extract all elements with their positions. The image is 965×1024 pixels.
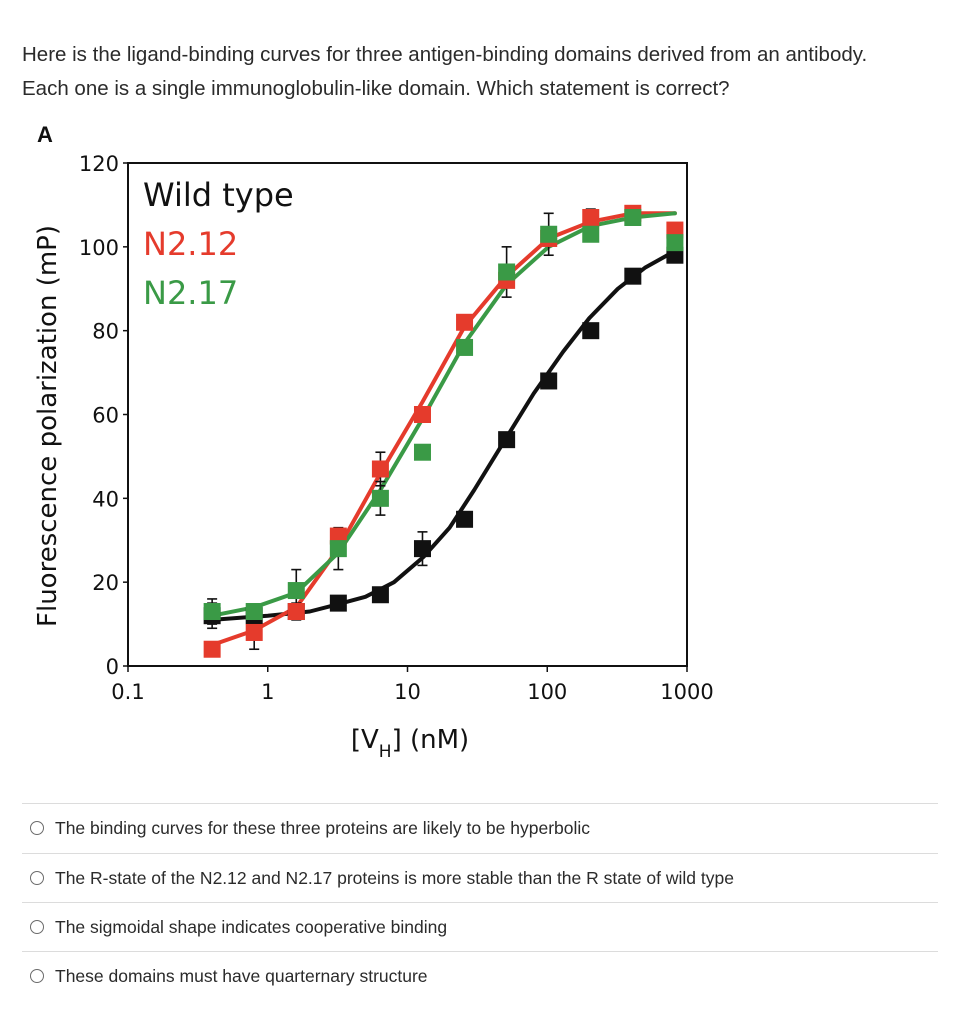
data-point-wild-type [371,586,389,604]
answer-option-2[interactable]: The R-state of the N2.12 and N2.17 prote… [22,853,938,902]
curve-wild-type [210,249,677,622]
y-tick-label: 100 [79,236,119,260]
fitted-curves [210,211,677,647]
answer-option-2-label: The R-state of the N2.12 and N2.17 prote… [55,867,734,888]
data-point-n2-17 [203,603,221,621]
answer-option-3[interactable]: The sigmoidal shape indicates cooperativ… [22,902,938,951]
y-tick-label: 120 [79,152,119,176]
x-axis-label-subscript: H [379,742,392,762]
y-axis-label: Fluorescence polarization (mP) [33,225,63,627]
data-point-wild-type [413,540,431,558]
curve-n2-12 [210,211,677,647]
x-axis-label: [VH] (nM) [351,725,469,762]
answer-option-4[interactable]: These domains must have quarternary stru… [22,951,938,1000]
radio-button-2[interactable] [30,871,44,885]
x-tick-label: 0.1 [111,680,144,704]
x-axis-label-main: [V [351,725,379,755]
question-line-1: Here is the ligand-binding curves for th… [22,43,868,66]
legend-entry-n2-17: N2.17 [143,274,238,312]
question-line-2: Each one is a single immunoglobulin-like… [22,77,730,100]
y-tick-label: 60 [92,404,119,428]
data-point-n2-12 [371,460,389,478]
data-point-wild-type [498,431,516,449]
answer-option-1-label: The binding curves for these three prote… [55,817,591,838]
data-point-n2-17 [245,603,263,621]
y-tick-label: 80 [92,320,119,344]
y-tick-label: 40 [92,487,119,511]
data-point-n2-12 [245,623,263,641]
data-point-n2-17 [329,540,347,558]
panel-label: A [37,122,53,147]
x-axis-ticks: 0.1 1 10 100 1000 [111,666,714,704]
data-point-n2-12 [203,640,221,658]
data-point-n2-17 [540,225,558,243]
x-tick-label: 1000 [660,680,713,704]
legend: Wild type N2.12 N2.17 [143,176,294,312]
y-tick-label: 0 [106,655,119,679]
y-tick-label: 20 [92,571,119,595]
data-point-n2-17 [287,582,305,600]
answer-option-4-label: These domains must have quarternary stru… [55,965,428,986]
radio-button-1[interactable] [30,821,44,835]
data-point-n2-17 [456,338,474,356]
data-point-n2-17 [413,443,431,461]
data-point-n2-17 [498,263,516,281]
x-tick-label: 100 [527,680,567,704]
binding-curves-chart: A Fluorescence polarization (mP) 0 20 40 60… [33,122,714,762]
legend-entry-n2-12: N2.12 [143,225,238,263]
data-point-n2-12 [287,603,305,621]
data-point-wild-type [540,372,558,390]
data-point-n2-17 [666,234,684,252]
radio-button-4[interactable] [30,969,44,983]
x-tick-label: 1 [261,680,274,704]
x-axis-label-end: ] (nM) [392,725,470,755]
question-text: Here is the ligand-binding curves for th… [22,38,952,106]
data-point-n2-12 [582,208,600,226]
answer-option-3-label: The sigmoidal shape indicates cooperativ… [55,916,448,937]
x-tick-label: 10 [394,680,421,704]
y-axis-ticks: 0 20 40 60 80 100 120 [79,152,128,679]
answer-option-1[interactable]: The binding curves for these three prote… [22,803,938,852]
data-point-wild-type [624,267,642,285]
data-point-n2-17 [582,225,600,243]
data-point-n2-17 [371,489,389,507]
data-point-wild-type [456,510,474,528]
legend-entry-wild-type: Wild type [143,176,294,214]
curve-n2-17 [210,211,677,618]
error-bars [207,208,638,651]
data-point-n2-12 [456,313,474,331]
data-point-wild-type [329,594,347,612]
data-point-wild-type [582,322,600,340]
data-point-n2-17 [624,208,642,226]
data-markers [203,204,684,658]
data-point-n2-12 [413,406,431,423]
radio-button-3[interactable] [30,920,44,934]
